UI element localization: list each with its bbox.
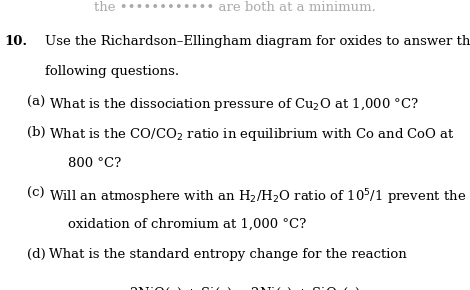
Text: 2NiO(s) + Si(s) = 2Ni(s) + SiO$_2$(s): 2NiO(s) + Si(s) = 2Ni(s) + SiO$_2$(s): [129, 286, 360, 290]
Text: the •••••••••••• are both at a minimum.: the •••••••••••• are both at a minimum.: [94, 1, 376, 14]
Text: (a): (a): [27, 96, 46, 109]
Text: 10.: 10.: [5, 35, 28, 48]
Text: (c): (c): [27, 187, 45, 200]
Text: What is the standard entropy change for the reaction: What is the standard entropy change for …: [49, 248, 407, 261]
Text: Use the Richardson–Ellingham diagram for oxides to answer the: Use the Richardson–Ellingham diagram for…: [45, 35, 470, 48]
Text: (b): (b): [27, 126, 46, 139]
Text: What is the CO/CO$_2$ ratio in equilibrium with Co and CoO at: What is the CO/CO$_2$ ratio in equilibri…: [49, 126, 455, 143]
Text: Will an atmosphere with an H$_2$/H$_2$O ratio of 10$^5$/1 prevent the: Will an atmosphere with an H$_2$/H$_2$O …: [49, 187, 467, 207]
Text: oxidation of chromium at 1,000 °C?: oxidation of chromium at 1,000 °C?: [68, 218, 306, 231]
Text: (d): (d): [27, 248, 46, 261]
Text: What is the dissociation pressure of Cu$_2$O at 1,000 °C?: What is the dissociation pressure of Cu$…: [49, 96, 420, 113]
Text: following questions.: following questions.: [45, 65, 179, 78]
Text: 800 °C?: 800 °C?: [68, 157, 121, 170]
